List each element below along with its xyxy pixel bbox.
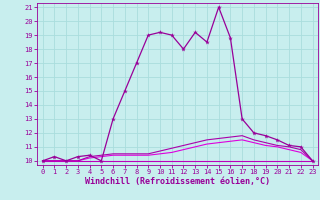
X-axis label: Windchill (Refroidissement éolien,°C): Windchill (Refroidissement éolien,°C) (85, 177, 270, 186)
